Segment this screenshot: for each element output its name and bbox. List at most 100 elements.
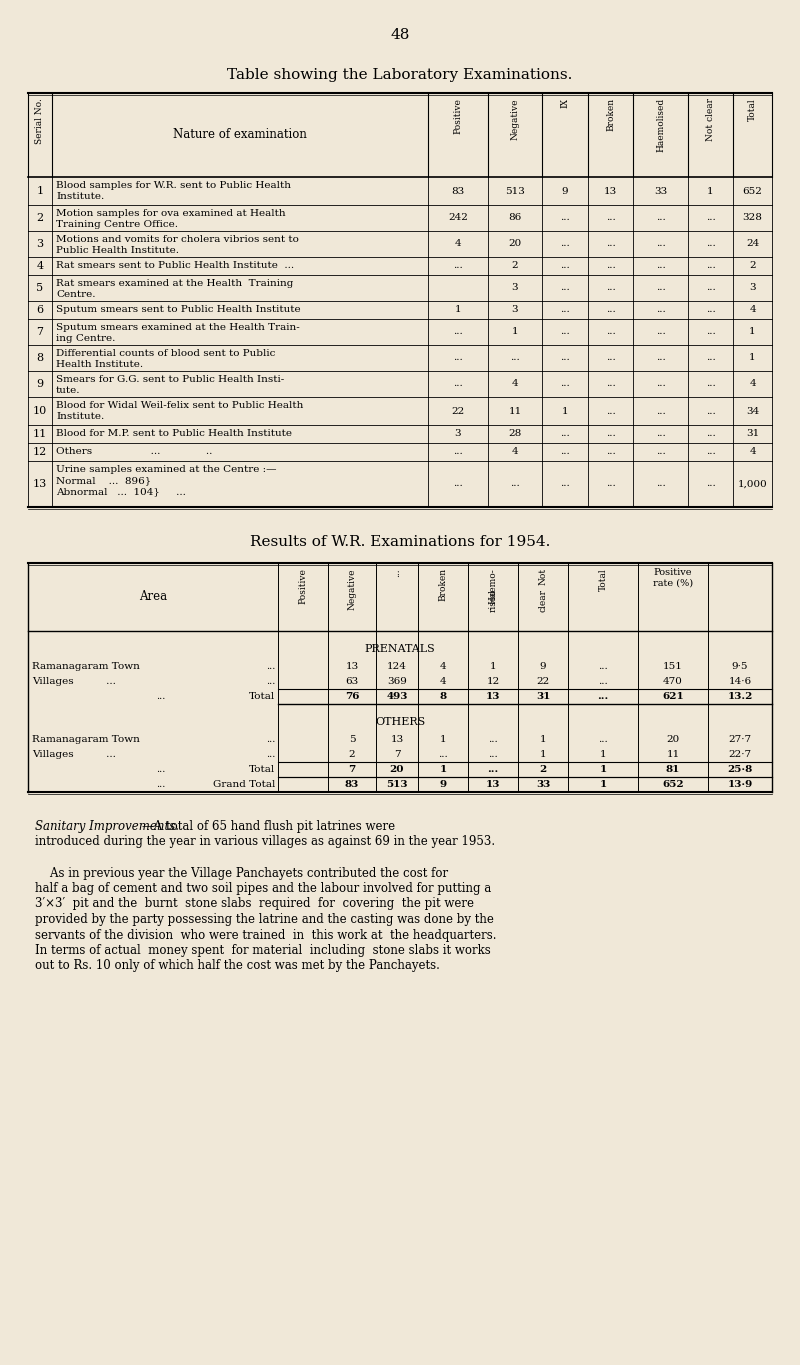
Text: Villages          ...: Villages ... xyxy=(32,677,116,687)
Text: servants of the division  who were trained  in  this work at  the headquarters.: servants of the division who were traine… xyxy=(35,928,497,942)
Text: Urine samples examined at the Centre :—: Urine samples examined at the Centre :— xyxy=(56,465,277,474)
Text: tute.: tute. xyxy=(56,386,81,394)
Text: 22·7: 22·7 xyxy=(729,749,751,759)
Text: ...: ... xyxy=(453,379,463,389)
Text: Grand Total: Grand Total xyxy=(213,779,275,789)
Text: 652: 652 xyxy=(662,779,684,789)
Text: ...: ... xyxy=(453,328,463,337)
Text: ...: ... xyxy=(706,328,715,337)
Text: ...: ... xyxy=(266,677,275,687)
Text: ...: ... xyxy=(606,239,615,248)
Text: 513: 513 xyxy=(505,187,525,195)
Text: 7: 7 xyxy=(348,764,356,774)
Text: 3: 3 xyxy=(512,306,518,314)
Text: ...: ... xyxy=(560,239,570,248)
Text: Broken: Broken xyxy=(438,568,447,601)
Text: 2: 2 xyxy=(512,262,518,270)
Text: Total: Total xyxy=(249,692,275,702)
Text: 1: 1 xyxy=(562,407,568,415)
Text: Not: Not xyxy=(538,568,547,586)
Text: half a bag of cement and two soil pipes and the labour involved for putting a: half a bag of cement and two soil pipes … xyxy=(35,882,491,895)
Text: ...: ... xyxy=(266,662,275,672)
Text: ...: ... xyxy=(656,213,666,222)
Text: ...: ... xyxy=(560,430,570,438)
Text: ...: ... xyxy=(453,479,463,489)
Text: Health Institute.: Health Institute. xyxy=(56,360,143,369)
Text: 31: 31 xyxy=(536,692,550,702)
Text: Normal    ...  896}: Normal ... 896} xyxy=(56,476,151,485)
Text: 20: 20 xyxy=(666,734,680,744)
Text: 1: 1 xyxy=(540,734,546,744)
Text: 5: 5 xyxy=(37,283,43,293)
Text: 124: 124 xyxy=(387,662,407,672)
Text: 12: 12 xyxy=(486,677,500,687)
Text: ing Centre.: ing Centre. xyxy=(56,334,115,343)
Text: ...: ... xyxy=(706,448,715,456)
Text: 13·9: 13·9 xyxy=(727,779,753,789)
Text: Results of W.R. Examinations for 1954.: Results of W.R. Examinations for 1954. xyxy=(250,535,550,549)
Text: ...: ... xyxy=(560,479,570,489)
Text: 31: 31 xyxy=(746,430,759,438)
Text: ...: ... xyxy=(156,692,166,702)
Text: ...: ... xyxy=(453,354,463,363)
Text: Positive: Positive xyxy=(298,568,307,603)
Text: Differential counts of blood sent to Public: Differential counts of blood sent to Pub… xyxy=(56,349,275,358)
Text: 48: 48 xyxy=(390,29,410,42)
Text: 4: 4 xyxy=(749,379,756,389)
Text: OTHERS: OTHERS xyxy=(375,717,425,728)
Text: ...: ... xyxy=(560,306,570,314)
Text: Area: Area xyxy=(139,591,167,603)
Text: ...: ... xyxy=(453,448,463,456)
Text: 369: 369 xyxy=(387,677,407,687)
Text: 1,000: 1,000 xyxy=(738,479,767,489)
Text: ...: ... xyxy=(560,213,570,222)
Text: 513: 513 xyxy=(386,779,408,789)
Text: Motions and vomits for cholera vibrios sent to: Motions and vomits for cholera vibrios s… xyxy=(56,235,299,244)
Text: 63: 63 xyxy=(346,677,358,687)
Text: ...: ... xyxy=(656,379,666,389)
Text: 4: 4 xyxy=(749,448,756,456)
Text: 11: 11 xyxy=(33,429,47,440)
Text: ...: ... xyxy=(488,749,498,759)
Text: 25·8: 25·8 xyxy=(727,764,753,774)
Text: out to Rs. 10 only of which half the cost was met by the Panchayets.: out to Rs. 10 only of which half the cos… xyxy=(35,960,440,972)
Text: 24: 24 xyxy=(746,239,759,248)
Text: IX: IX xyxy=(561,98,570,108)
Text: ...: ... xyxy=(706,407,715,415)
Text: 9·5: 9·5 xyxy=(732,662,748,672)
Text: Blood samples for W.R. sent to Public Health: Blood samples for W.R. sent to Public He… xyxy=(56,182,291,190)
Text: 22: 22 xyxy=(451,407,465,415)
Text: 1: 1 xyxy=(749,354,756,363)
Text: 3′×3′  pit and the  burnt  stone slabs  required  for  covering  the pit were: 3′×3′ pit and the burnt stone slabs requ… xyxy=(35,898,474,910)
Text: ...: ... xyxy=(438,749,448,759)
Text: ...: ... xyxy=(606,328,615,337)
Text: 2: 2 xyxy=(349,749,355,759)
Text: 4: 4 xyxy=(440,677,446,687)
Text: 1: 1 xyxy=(599,764,606,774)
Text: 1: 1 xyxy=(749,328,756,337)
Text: 8: 8 xyxy=(439,692,446,702)
Text: ...: ... xyxy=(453,262,463,270)
Text: Not clear: Not clear xyxy=(706,98,715,141)
Text: 6: 6 xyxy=(37,304,43,315)
Text: Blood for M.P. sent to Public Health Institute: Blood for M.P. sent to Public Health Ins… xyxy=(56,430,292,438)
Text: ...: ... xyxy=(598,692,609,702)
Text: 20: 20 xyxy=(508,239,522,248)
Text: 10: 10 xyxy=(33,405,47,416)
Text: Total: Total xyxy=(249,764,275,774)
Text: Ramanagaram Town: Ramanagaram Town xyxy=(32,662,140,672)
Text: Institute.: Institute. xyxy=(56,192,104,201)
Text: ...: ... xyxy=(606,379,615,389)
Text: ...: ... xyxy=(706,379,715,389)
Text: Broken: Broken xyxy=(606,98,615,131)
Text: provided by the party possessing the latrine and the casting was done by the: provided by the party possessing the lat… xyxy=(35,913,494,925)
Text: ...: ... xyxy=(266,749,275,759)
Text: 9: 9 xyxy=(562,187,568,195)
Text: clear: clear xyxy=(538,590,547,612)
Text: Sanitary Improvements.: Sanitary Improvements. xyxy=(35,820,179,833)
Text: ...: ... xyxy=(560,354,570,363)
Text: ...: ... xyxy=(606,448,615,456)
Text: 11: 11 xyxy=(508,407,522,415)
Text: 493: 493 xyxy=(386,692,408,702)
Text: 27·7: 27·7 xyxy=(729,734,751,744)
